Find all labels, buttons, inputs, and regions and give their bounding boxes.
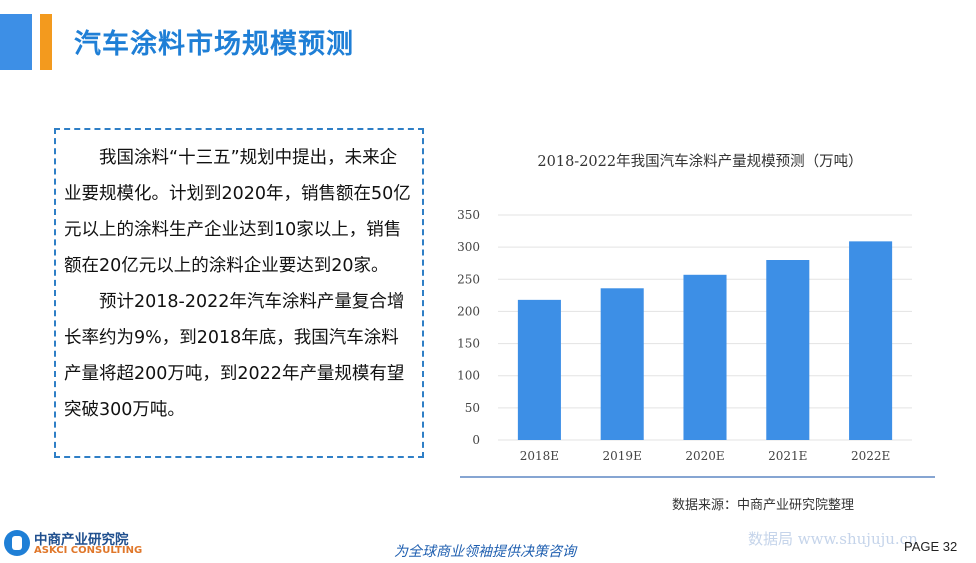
y-tick-label: 150 [457, 337, 480, 351]
chart-title: 2018-2022年我国汽车涂料产量规模预测（万吨） [537, 154, 863, 170]
logo-cn-text: 中商产业研究院 [34, 532, 129, 548]
page-title: 汽车涂料市场规模预测 [74, 29, 354, 60]
slogan: 为全球商业领袖提供决策咨询 [394, 544, 576, 560]
title-accent-orange [40, 14, 52, 70]
bar [600, 288, 644, 440]
page-number: PAGE 32 [904, 539, 958, 554]
title-accent-blue [0, 14, 32, 70]
y-tick-label: 50 [465, 401, 480, 415]
logo-icon [4, 530, 30, 556]
data-source: 数据来源：中商产业研究院整理 [672, 498, 855, 513]
x-tick-label: 2019E [603, 449, 642, 463]
y-tick-label: 300 [457, 240, 480, 254]
summary-paragraph-2: 预计2018-2022年汽车涂料产量复合增长率约为9%，到2018年底，我国汽车… [64, 292, 405, 420]
y-tick-label: 200 [457, 304, 480, 318]
bar [683, 274, 727, 440]
x-tick-label: 2022E [851, 449, 890, 463]
company-logo: 中商产业研究院 ASKCI CONSULTING [4, 528, 154, 560]
bar [849, 241, 893, 440]
y-tick-label: 250 [457, 272, 480, 286]
logo-en-text: ASKCI CONSULTING [34, 545, 143, 556]
y-tick-label: 350 [457, 208, 480, 222]
y-tick-label: 100 [457, 369, 480, 383]
summary-paragraph-1: 我国涂料“十三五”规划中提出，未来企业要规模化。计划到2020年，销售额在50亿… [64, 148, 411, 276]
y-tick-label: 0 [472, 433, 480, 447]
bar [766, 260, 810, 440]
bar-chart: 0 50 100 150 200 250 300 350 2018E 2019E 2020E 2021… [457, 208, 935, 478]
x-tick-label: 2021E [768, 449, 807, 463]
watermark: 数据局 www.shujuju.cn [748, 530, 918, 548]
x-tick-label: 2018E [520, 449, 559, 463]
summary-text-box: 我国涂料“十三五”规划中提出，未来企业要规模化。计划到2020年，销售额在50亿… [54, 128, 424, 458]
x-tick-label: 2020E [685, 449, 724, 463]
bar [517, 299, 561, 440]
